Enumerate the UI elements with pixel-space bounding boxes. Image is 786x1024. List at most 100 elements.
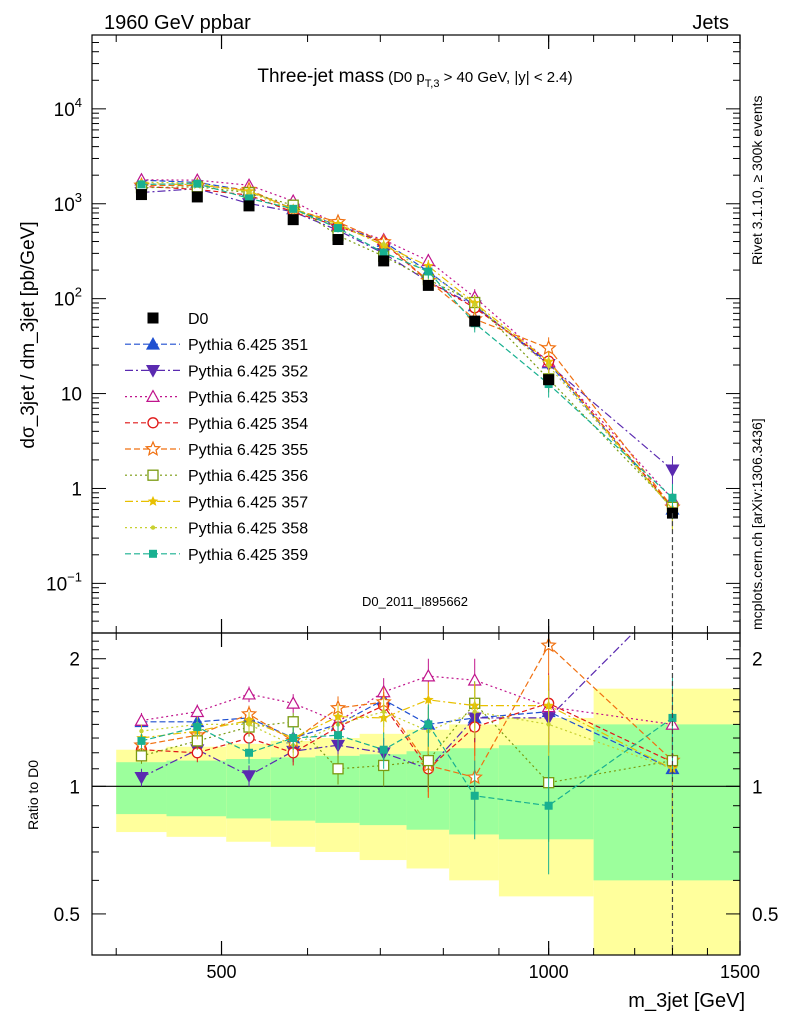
- series-point: [137, 180, 146, 189]
- legend-marker: [144, 440, 162, 456]
- legend-marker: [145, 389, 161, 402]
- ratio-y-axis-label: Ratio to D0: [25, 760, 41, 830]
- legend-label: Pythia 6.425 359: [188, 547, 308, 564]
- y-tick-base: 10: [61, 385, 82, 406]
- main-panel-content: [133, 172, 681, 633]
- ratio-point: [381, 709, 386, 714]
- ratio-point: [245, 748, 254, 757]
- ratio-point: [379, 745, 388, 754]
- legend-label: Pythia 6.425 353: [188, 390, 308, 407]
- series-point: [379, 248, 388, 257]
- legend-marker: [147, 469, 159, 481]
- data-point: [287, 214, 299, 226]
- y-axis-label: dσ_3jet / dm_3jet [pb/GeV]: [18, 221, 39, 448]
- ratio-point: [334, 731, 343, 740]
- ratio-series-line: [141, 675, 673, 725]
- ratio-y-tick-label-right: 0.5: [752, 905, 778, 926]
- data-point: [332, 234, 344, 246]
- series-point: [540, 339, 557, 356]
- ratio-series-line: [141, 644, 673, 778]
- series-point: [334, 224, 343, 233]
- ratio-point: [135, 750, 148, 762]
- series-point: [424, 267, 433, 276]
- mcplots-label: mcplots.cern.ch [arXiv:1306.3436]: [749, 418, 765, 630]
- y-tick-label: 104: [54, 95, 82, 121]
- ratio-point: [289, 734, 298, 743]
- ratio-point: [241, 686, 257, 700]
- ratio-point: [472, 709, 477, 714]
- header-right: Jets: [692, 12, 729, 34]
- header-left: 1960 GeV ppbar: [104, 12, 251, 34]
- y-tick-label: 10−1: [46, 569, 82, 595]
- series-line: [141, 186, 673, 508]
- ratio-point: [134, 771, 149, 785]
- series-point: [381, 241, 386, 247]
- ratio-point: [190, 704, 205, 718]
- ratio-series-line: [141, 699, 673, 770]
- legend-marker: [145, 336, 161, 350]
- x-tick-label: 500: [206, 962, 236, 982]
- legend-label: Pythia 6.425 351: [188, 337, 308, 354]
- legend-marker: [145, 365, 161, 378]
- legend-marker: [147, 495, 159, 506]
- ratio-band-inner: [270, 757, 316, 821]
- legend-label: Pythia 6.425 356: [188, 468, 308, 485]
- ratio-point: [246, 722, 252, 727]
- chart-title: Three-jet mass (D0 pT,3 > 40 GeV, |y| < 2…: [257, 66, 572, 90]
- x-tick-label: 1500: [720, 962, 760, 982]
- ratio-series-line: [141, 717, 673, 807]
- ratio-y-tick-label: 2: [69, 650, 80, 671]
- ratio-frame: [91, 632, 741, 956]
- ratio-point: [287, 716, 299, 728]
- ratio-point: [544, 801, 553, 810]
- y-tick-base: 10: [54, 290, 75, 311]
- chart-title-sub-prefix: (D0 p: [388, 69, 425, 86]
- data-point: [135, 189, 147, 201]
- legend-label: Pythia 6.425 357: [188, 494, 308, 511]
- y-tick-base: 10: [54, 195, 75, 216]
- y-tick-exponent: 3: [75, 190, 82, 205]
- data-point: [378, 255, 390, 267]
- ratio-point: [241, 770, 257, 783]
- ratio-point: [421, 668, 436, 682]
- chart-title-sub-suffix: > 40 GeV, |y| < 2.4): [439, 69, 572, 86]
- legend: D0 Pythia 6.425 351 Pythia 6.425 352 Pythia…: [125, 311, 308, 564]
- series-line: [141, 183, 673, 499]
- ratio-point: [134, 713, 149, 726]
- chart-title-subscript: T,3: [425, 78, 440, 90]
- series-point: [546, 363, 551, 369]
- data-point: [422, 279, 434, 291]
- series-point: [668, 493, 677, 502]
- ratio-point: [423, 694, 434, 705]
- ratio-point: [424, 720, 433, 729]
- ratio-point: [286, 696, 301, 709]
- y-tick-label: 103: [54, 190, 82, 216]
- ratio-y-tick-label-right: 2: [752, 650, 763, 671]
- legend-label: Pythia 6.425 352: [188, 363, 308, 380]
- ratio-band-inner: [226, 759, 271, 819]
- legend-label: D0: [188, 311, 209, 328]
- ratio-y-tick-label: 1: [69, 777, 80, 798]
- data-point: [543, 374, 555, 386]
- y-tick-label: 1: [71, 479, 82, 500]
- ratio-point: [193, 723, 202, 732]
- y-tick-base: 10: [54, 100, 75, 121]
- x-axis-label: m_3jet [GeV]: [628, 990, 745, 1012]
- ratio-series-line: [141, 633, 635, 778]
- y-tick-exponent: 2: [75, 285, 82, 300]
- data-point: [469, 315, 481, 327]
- ratio-point: [332, 763, 344, 775]
- watermark: D0_2011_I895662: [362, 594, 468, 609]
- legend-marker: [147, 312, 159, 324]
- ratio-point: [422, 754, 434, 767]
- series-point: [289, 204, 298, 213]
- legend-label: Pythia 6.425 354: [188, 416, 308, 433]
- x-tick-label: 1000: [529, 962, 569, 982]
- legend-label: Pythia 6.425 355: [188, 442, 308, 459]
- series-point: [193, 179, 202, 188]
- series-line: [141, 179, 673, 500]
- data-point: [243, 200, 255, 212]
- data-point: [191, 191, 203, 203]
- y-tick-label: 10: [61, 385, 82, 406]
